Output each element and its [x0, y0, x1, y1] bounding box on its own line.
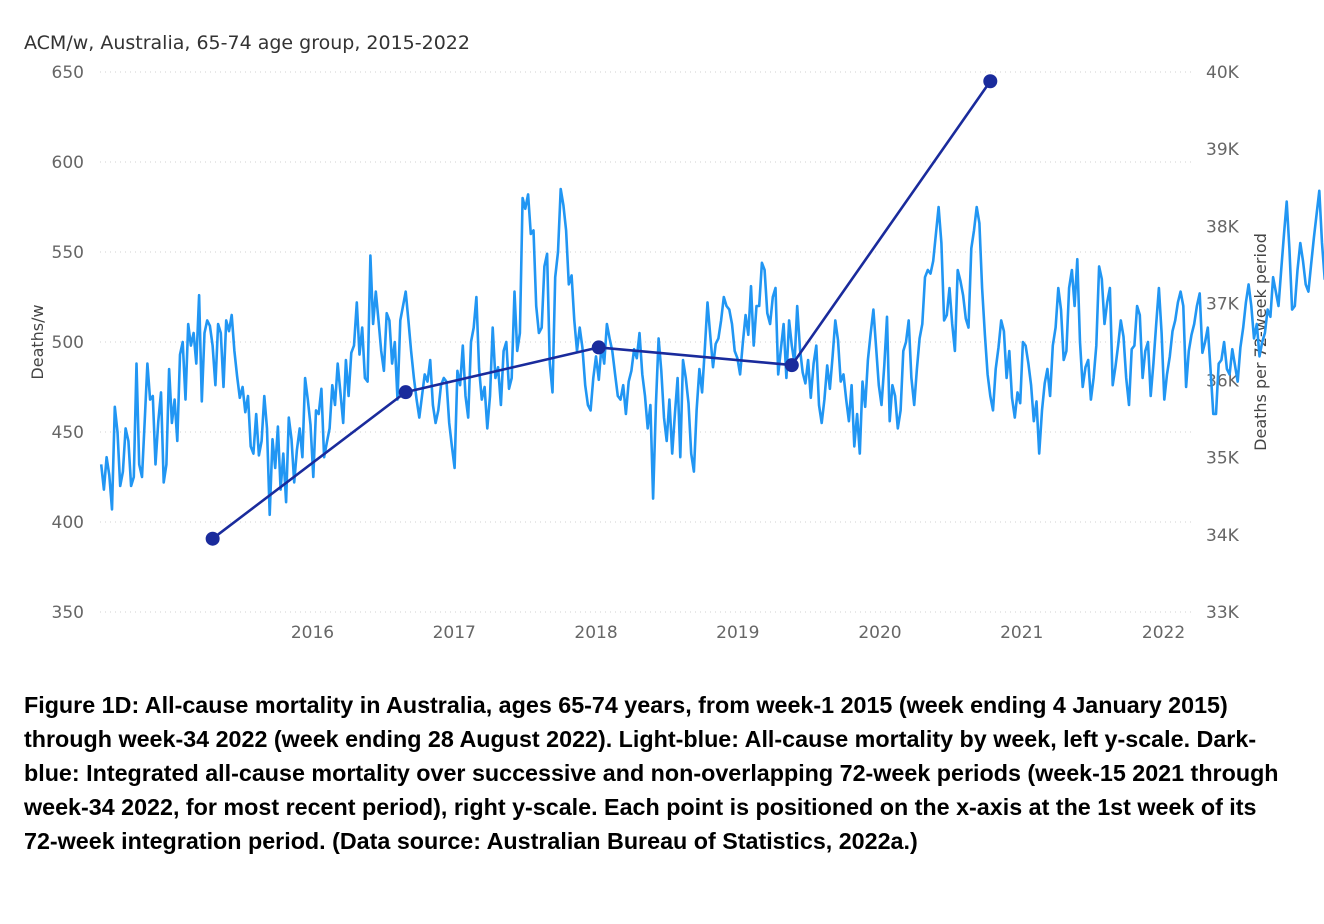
y-tick-label: 400: [52, 513, 84, 533]
y-tick-label: 600: [52, 153, 84, 173]
y2-tick-label: 37K: [1206, 294, 1240, 314]
y2-tick-label: 38K: [1206, 217, 1240, 237]
y2-tick-label: 36K: [1206, 372, 1240, 392]
y2-tick-label: 34K: [1206, 526, 1240, 546]
left-y-axis-title: Deaths/w: [28, 304, 47, 379]
right-y-axis-title: Deaths per 72-week period: [1251, 233, 1270, 451]
integrated-series: [205, 74, 998, 546]
x-axis: 2016 2017 2018 2019 2020 2021 2022: [291, 623, 1185, 643]
x-tick-label: 2017: [433, 623, 476, 643]
x-tick-label: 2022: [1142, 623, 1185, 643]
x-tick-label: 2020: [858, 623, 901, 643]
y2-tick-label: 40K: [1206, 63, 1240, 83]
mortality-chart: ACM/w, Australia, 65-74 age group, 2015-…: [24, 32, 1324, 643]
x-tick-label: 2018: [574, 623, 617, 643]
y-tick-label: 350: [52, 603, 84, 623]
weekly-mortality-line: [99, 187, 1324, 517]
y2-tick-label: 35K: [1206, 449, 1240, 469]
integrated-point: [591, 340, 606, 355]
integrated-point: [784, 358, 799, 373]
y-tick-label: 500: [52, 333, 84, 353]
left-y-axis: 350 400 450 500 550 600 650: [52, 63, 84, 623]
right-y-axis: 33K 34K 35K 36K 37K 38K 39K 40K: [1206, 63, 1240, 623]
integrated-point: [983, 74, 998, 89]
gridlines: [100, 71, 1195, 613]
integrated-point: [398, 385, 413, 400]
y2-tick-label: 39K: [1206, 140, 1240, 160]
chart-area: ACM/w, Australia, 65-74 age group, 2015-…: [24, 32, 1324, 643]
weekly-series: [99, 187, 1324, 517]
y-tick-label: 650: [52, 63, 84, 83]
x-tick-label: 2016: [291, 623, 334, 643]
y-tick-label: 450: [52, 423, 84, 443]
x-tick-label: 2021: [1000, 623, 1043, 643]
x-tick-label: 2019: [716, 623, 759, 643]
y-tick-label: 550: [52, 243, 84, 263]
chart-title: ACM/w, Australia, 65-74 age group, 2015-…: [24, 32, 470, 54]
y2-tick-label: 33K: [1206, 603, 1240, 623]
integrated-point: [205, 531, 220, 546]
figure-caption: Figure 1D: All-cause mortality in Austra…: [24, 692, 1279, 854]
